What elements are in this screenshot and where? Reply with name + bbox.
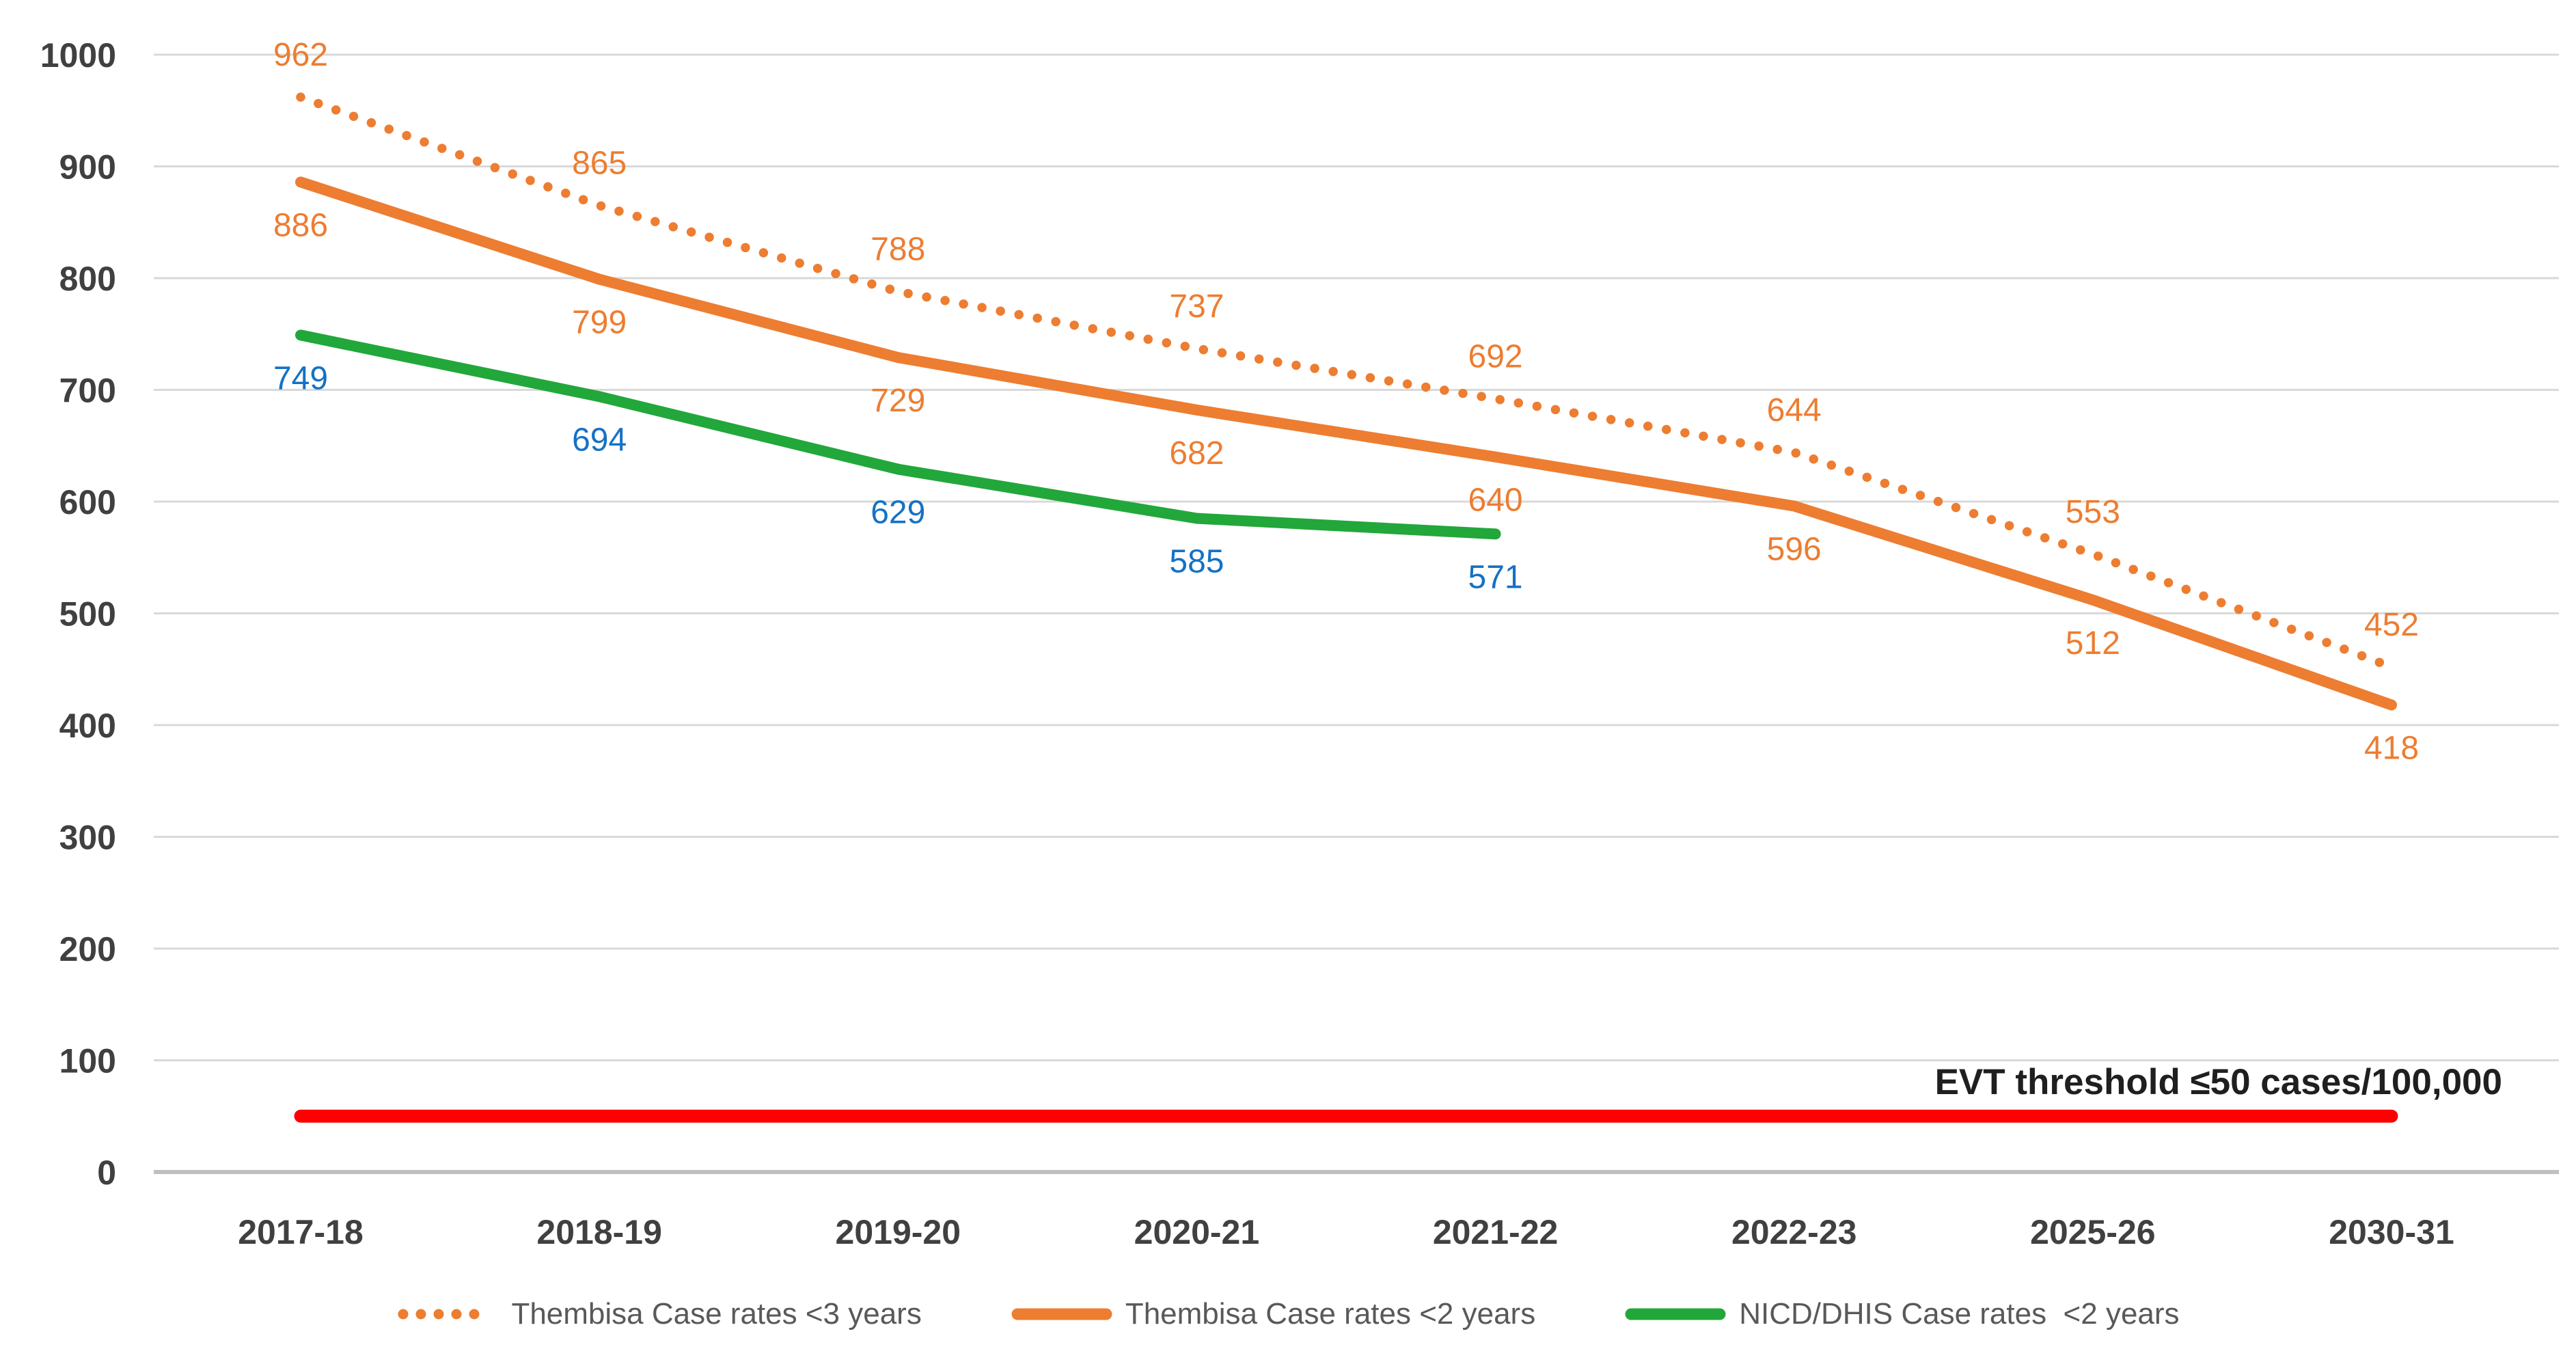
series-line-2: [295, 176, 2397, 711]
y-axis-tick-label: 300: [59, 819, 116, 857]
y-axis-tick-label: 700: [59, 372, 116, 410]
data-label: 788: [871, 232, 925, 268]
x-axis-tick-label: 2021-22: [1433, 1213, 1559, 1251]
legend-label-nicd-dhis-lt2-years: NICD/DHIS Case rates <2 years: [1739, 1297, 2180, 1331]
y-axis-tick-label: 0: [97, 1154, 116, 1192]
y-axis-tick-label: 1000: [40, 36, 116, 74]
legend-label-thembisa-lt3-years: Thembisa Case rates <3 years: [511, 1297, 922, 1331]
y-axis-tick-label: 600: [59, 483, 116, 521]
data-label: 585: [1169, 544, 1224, 580]
data-label: 640: [1468, 482, 1523, 519]
y-axis-tick-label: 500: [59, 595, 116, 634]
data-label: 865: [572, 146, 627, 182]
dotted-line-legend-icon: [398, 1309, 497, 1320]
data-label: 452: [2364, 607, 2419, 643]
data-label: 571: [1468, 559, 1523, 595]
legend-item-nicd-dhis-lt2-years: NICD/DHIS Case rates <2 years: [1624, 1297, 2180, 1331]
legend: Thembisa Case rates <3 years Thembisa Ca…: [0, 1277, 2576, 1352]
data-label: 694: [572, 422, 627, 458]
data-label: 553: [2066, 494, 2120, 530]
data-label: 799: [572, 305, 627, 341]
data-label: 596: [1767, 532, 1822, 568]
data-label: 886: [273, 207, 328, 243]
data-label: 692: [1468, 339, 1523, 375]
y-axis-tick-label: 100: [59, 1042, 116, 1080]
data-label: 644: [1767, 392, 1822, 428]
evt-threshold-label: EVT threshold ≤50 cases/100,000: [1935, 1062, 2502, 1102]
data-label: 512: [2066, 625, 2120, 662]
legend-item-thembisa-lt3-years: Thembisa Case rates <3 years: [396, 1297, 922, 1331]
data-label: 729: [871, 383, 925, 419]
solid-line-legend-icon: [1625, 1308, 1726, 1320]
y-axis-tick-label: 200: [59, 930, 116, 968]
x-axis-tick-label: 2018-19: [536, 1213, 662, 1251]
legend-label-thembisa-lt2-years: Thembisa Case rates <2 years: [1125, 1297, 1536, 1331]
data-label: 629: [871, 495, 925, 531]
series-line-3: [295, 329, 1501, 540]
x-axis-tick-label: 2019-20: [836, 1213, 961, 1251]
legend-item-thembisa-lt2-years: Thembisa Case rates <2 years: [1011, 1297, 1535, 1331]
data-label: 737: [1169, 288, 1224, 325]
data-label: 682: [1169, 435, 1224, 472]
x-axis-tick-label: 2025-26: [2030, 1213, 2156, 1251]
y-axis-tick-label: 400: [59, 707, 116, 745]
data-label: 418: [2364, 731, 2419, 767]
data-label: 962: [273, 37, 328, 73]
x-axis-tick-label: 2030-31: [2329, 1213, 2454, 1251]
y-axis-tick-label: 900: [59, 148, 116, 187]
data-label: 749: [273, 360, 328, 396]
x-axis-tick-label: 2020-21: [1134, 1213, 1260, 1251]
series-line-1: [296, 92, 2396, 672]
solid-line-legend-icon: [1011, 1308, 1112, 1320]
x-axis-tick-label: 2017-18: [238, 1213, 364, 1251]
y-axis-tick-label: 800: [59, 260, 116, 298]
x-axis-tick-label: 2022-23: [1731, 1213, 1857, 1251]
